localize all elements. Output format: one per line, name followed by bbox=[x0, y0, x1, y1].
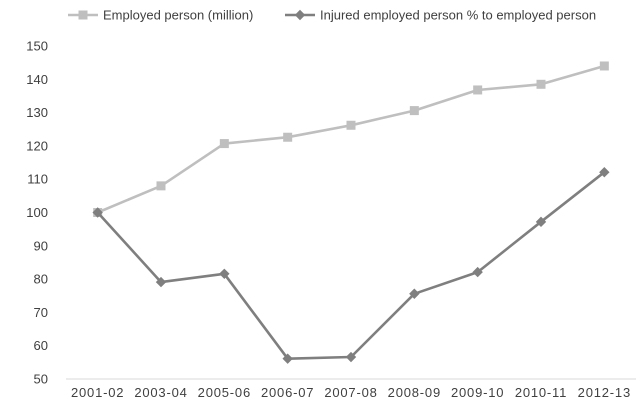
legend-label-2: Injured employed person % to employed pe… bbox=[320, 8, 596, 23]
series-injured-employed-person-to-employed-person bbox=[92, 167, 610, 364]
data-point-1-2003-04 bbox=[156, 181, 166, 191]
data-point-2-2006-07 bbox=[282, 353, 293, 364]
series-line-2 bbox=[96, 171, 606, 361]
data-point-1-2009-10 bbox=[473, 85, 483, 95]
data-point-2-2012-13 bbox=[599, 167, 610, 178]
y-tick-label-140: 140 bbox=[26, 72, 48, 87]
legend-label-1: Employed person (million) bbox=[103, 8, 253, 23]
legend-marker-square bbox=[78, 10, 88, 20]
y-tick-label-90: 90 bbox=[34, 238, 48, 253]
y-axis: 50 60 70 80 90 100 110 120 130 140 150 bbox=[26, 39, 48, 387]
x-tick-label-2009-10: 2009-10 bbox=[451, 385, 504, 400]
data-point-1-2007-08 bbox=[346, 120, 356, 130]
legend-item-2: Injured employed person % to employed pe… bbox=[285, 8, 596, 23]
data-point-1-2012-13 bbox=[599, 61, 609, 71]
legend: Employed person (million) Injured employe… bbox=[68, 8, 596, 23]
series-employed-person-million bbox=[93, 61, 609, 217]
y-tick-label-50: 50 bbox=[34, 372, 48, 387]
x-tick-label-2001-02: 2001-02 bbox=[71, 385, 124, 400]
data-point-2-2001-02 bbox=[92, 207, 103, 218]
x-axis: 2001-02 2003-04 2005-06 2006-07 2007-08 2008-… bbox=[66, 378, 636, 400]
data-point-2-2008-09 bbox=[409, 288, 420, 299]
data-point-2-2003-04 bbox=[155, 276, 167, 288]
x-tick-label-2007-08: 2007-08 bbox=[324, 385, 377, 400]
y-tick-label-110: 110 bbox=[27, 172, 48, 187]
y-tick-label-70: 70 bbox=[34, 305, 48, 320]
y-tick-label-60: 60 bbox=[34, 338, 48, 353]
x-tick-label-2008-09: 2008-09 bbox=[388, 385, 441, 400]
y-tick-label-80: 80 bbox=[34, 272, 48, 287]
series-line-1 bbox=[97, 64, 605, 214]
y-tick-label-100: 100 bbox=[26, 205, 48, 220]
legend-marker-diamond bbox=[294, 9, 306, 21]
x-tick-label-2006-07: 2006-07 bbox=[261, 385, 314, 400]
data-point-2-2007-08 bbox=[345, 351, 357, 363]
y-tick-label-120: 120 bbox=[26, 138, 48, 153]
plot-area bbox=[92, 61, 610, 364]
y-tick-label-150: 150 bbox=[26, 39, 48, 54]
data-point-1-2008-09 bbox=[409, 106, 419, 116]
data-point-2-2010-11 bbox=[535, 216, 547, 228]
x-tick-label-2010-11: 2010-11 bbox=[515, 385, 567, 400]
data-point-1-2006-07 bbox=[283, 132, 293, 142]
legend-item-1: Employed person (million) bbox=[68, 8, 253, 23]
x-tick-label-2005-06: 2005-06 bbox=[198, 385, 251, 400]
data-point-1-2010-11 bbox=[536, 79, 546, 89]
data-point-2-2005-06 bbox=[219, 268, 230, 279]
x-tick-label-2003-04: 2003-04 bbox=[134, 385, 187, 400]
data-point-2-2009-10 bbox=[472, 266, 483, 278]
y-tick-label-130: 130 bbox=[26, 105, 48, 120]
data-point-1-2005-06 bbox=[219, 139, 229, 149]
x-tick-label-2012-13: 2012-13 bbox=[578, 385, 631, 400]
